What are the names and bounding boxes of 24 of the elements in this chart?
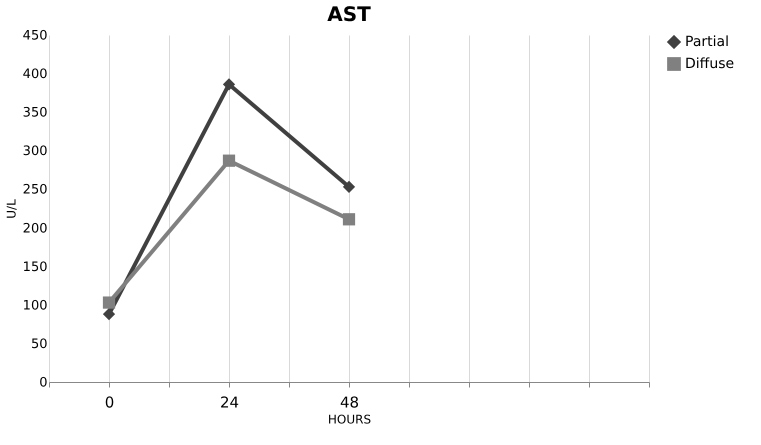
point bbox=[102, 308, 116, 320]
y-tick-label: 450 bbox=[22, 28, 48, 44]
y-tick-label: 250 bbox=[22, 182, 48, 198]
y-tick-label: 0 bbox=[39, 376, 48, 390]
point bbox=[342, 213, 356, 226]
y-tick-label: 200 bbox=[22, 221, 48, 236]
y-tick-label: 400 bbox=[22, 67, 48, 82]
point bbox=[222, 78, 236, 90]
y-tick-label: 350 bbox=[22, 106, 48, 121]
y-tick-label: 100 bbox=[22, 298, 48, 314]
x-tick-label: 24 bbox=[220, 394, 240, 412]
point bbox=[342, 180, 356, 194]
x-tick-label: 0 bbox=[104, 394, 114, 412]
x-axis-title: HOURS bbox=[328, 412, 372, 426]
y-axis-title: U/L bbox=[4, 198, 19, 219]
point bbox=[222, 154, 236, 167]
legend-label: Partial bbox=[685, 34, 729, 50]
legend-label: Diffuse bbox=[685, 56, 734, 72]
chart-title: AST bbox=[327, 2, 372, 26]
point bbox=[102, 296, 116, 309]
y-tick-label: 150 bbox=[22, 260, 48, 275]
x-tick-label: 48 bbox=[340, 394, 360, 412]
y-tick-label: 300 bbox=[22, 144, 48, 160]
y-tick-label: 50 bbox=[30, 336, 48, 352]
